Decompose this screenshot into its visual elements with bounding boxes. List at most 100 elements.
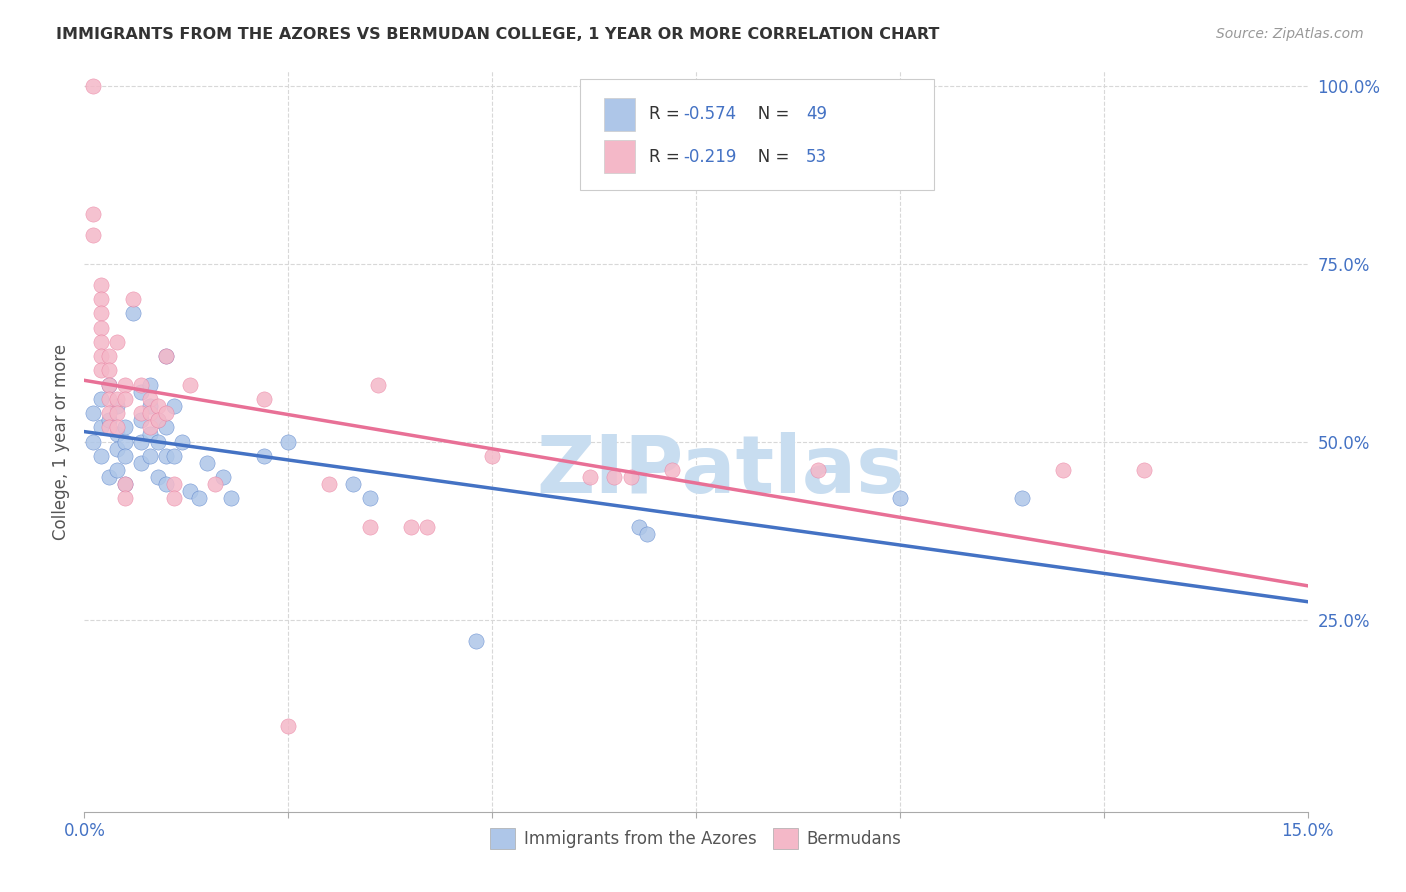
Point [97,406,120,420]
Point [90,306,112,320]
Point [105,392,128,406]
Point [82,228,104,243]
Point [131,434,153,449]
Point [195,456,218,470]
Point [82,434,104,449]
Point [131,384,153,399]
Point [155,406,177,420]
Point [138,399,160,413]
Point [146,470,169,484]
Point [889,491,911,506]
Point [97,392,120,406]
Text: N =: N = [742,147,794,166]
Point [90,349,112,363]
Point [163,491,186,506]
Point [122,292,145,306]
Point [105,420,128,434]
Point [155,420,177,434]
Point [204,477,226,491]
Point [90,292,112,306]
Point [138,427,160,442]
Point [253,449,276,463]
Point [90,420,112,434]
Text: IMMIGRANTS FROM THE AZORES VS BERMUDAN COLLEGE, 1 YEAR OR MORE CORRELATION CHART: IMMIGRANTS FROM THE AZORES VS BERMUDAN C… [56,27,939,42]
Point [399,520,422,534]
Point [138,377,160,392]
Point [1133,463,1156,477]
Point [636,527,658,541]
Point [138,449,160,463]
Point [114,392,136,406]
Point [82,406,104,420]
Point [105,463,128,477]
Point [131,377,153,392]
Point [90,334,112,349]
FancyBboxPatch shape [579,78,935,190]
Text: R =: R = [650,105,686,123]
Point [253,392,276,406]
Point [155,349,177,363]
Point [131,406,153,420]
Point [416,520,439,534]
Point [105,406,128,420]
Point [114,449,136,463]
Point [97,363,120,377]
FancyBboxPatch shape [605,140,636,173]
Point [82,78,104,93]
Point [627,520,650,534]
Point [105,399,128,413]
Point [359,491,381,506]
Point [481,449,503,463]
Text: -0.574: -0.574 [683,105,737,123]
Point [114,434,136,449]
Point [146,413,169,427]
Point [131,456,153,470]
Point [146,434,169,449]
Legend: Immigrants from the Azores, Bermudans: Immigrants from the Azores, Bermudans [484,822,908,855]
Point [138,406,160,420]
Text: ZIPatlas: ZIPatlas [536,432,904,510]
Point [114,377,136,392]
Point [97,377,120,392]
Point [155,477,177,491]
Y-axis label: College, 1 year or more: College, 1 year or more [52,343,70,540]
Point [212,470,235,484]
Point [603,470,626,484]
Point [90,277,112,292]
Point [114,420,136,434]
Point [179,377,201,392]
Point [97,420,120,434]
Point [163,449,186,463]
Text: N =: N = [742,105,794,123]
Point [97,349,120,363]
Point [579,470,602,484]
Point [155,449,177,463]
Point [219,491,242,506]
Point [146,399,169,413]
Point [620,470,643,484]
Point [1011,491,1033,506]
Point [359,520,381,534]
Text: -0.219: -0.219 [683,147,737,166]
Text: 53: 53 [806,147,827,166]
Text: Source: ZipAtlas.com: Source: ZipAtlas.com [1216,27,1364,41]
Point [1052,463,1074,477]
Point [318,477,340,491]
Point [90,363,112,377]
Point [163,399,186,413]
Point [82,207,104,221]
Point [105,427,128,442]
Point [277,719,299,733]
Point [172,434,194,449]
Text: 49: 49 [806,105,827,123]
FancyBboxPatch shape [605,97,636,131]
Point [114,477,136,491]
Point [661,463,683,477]
Point [179,484,201,499]
Point [138,420,160,434]
Point [807,463,830,477]
Point [163,477,186,491]
Point [367,377,389,392]
Point [114,477,136,491]
Text: R =: R = [650,147,686,166]
